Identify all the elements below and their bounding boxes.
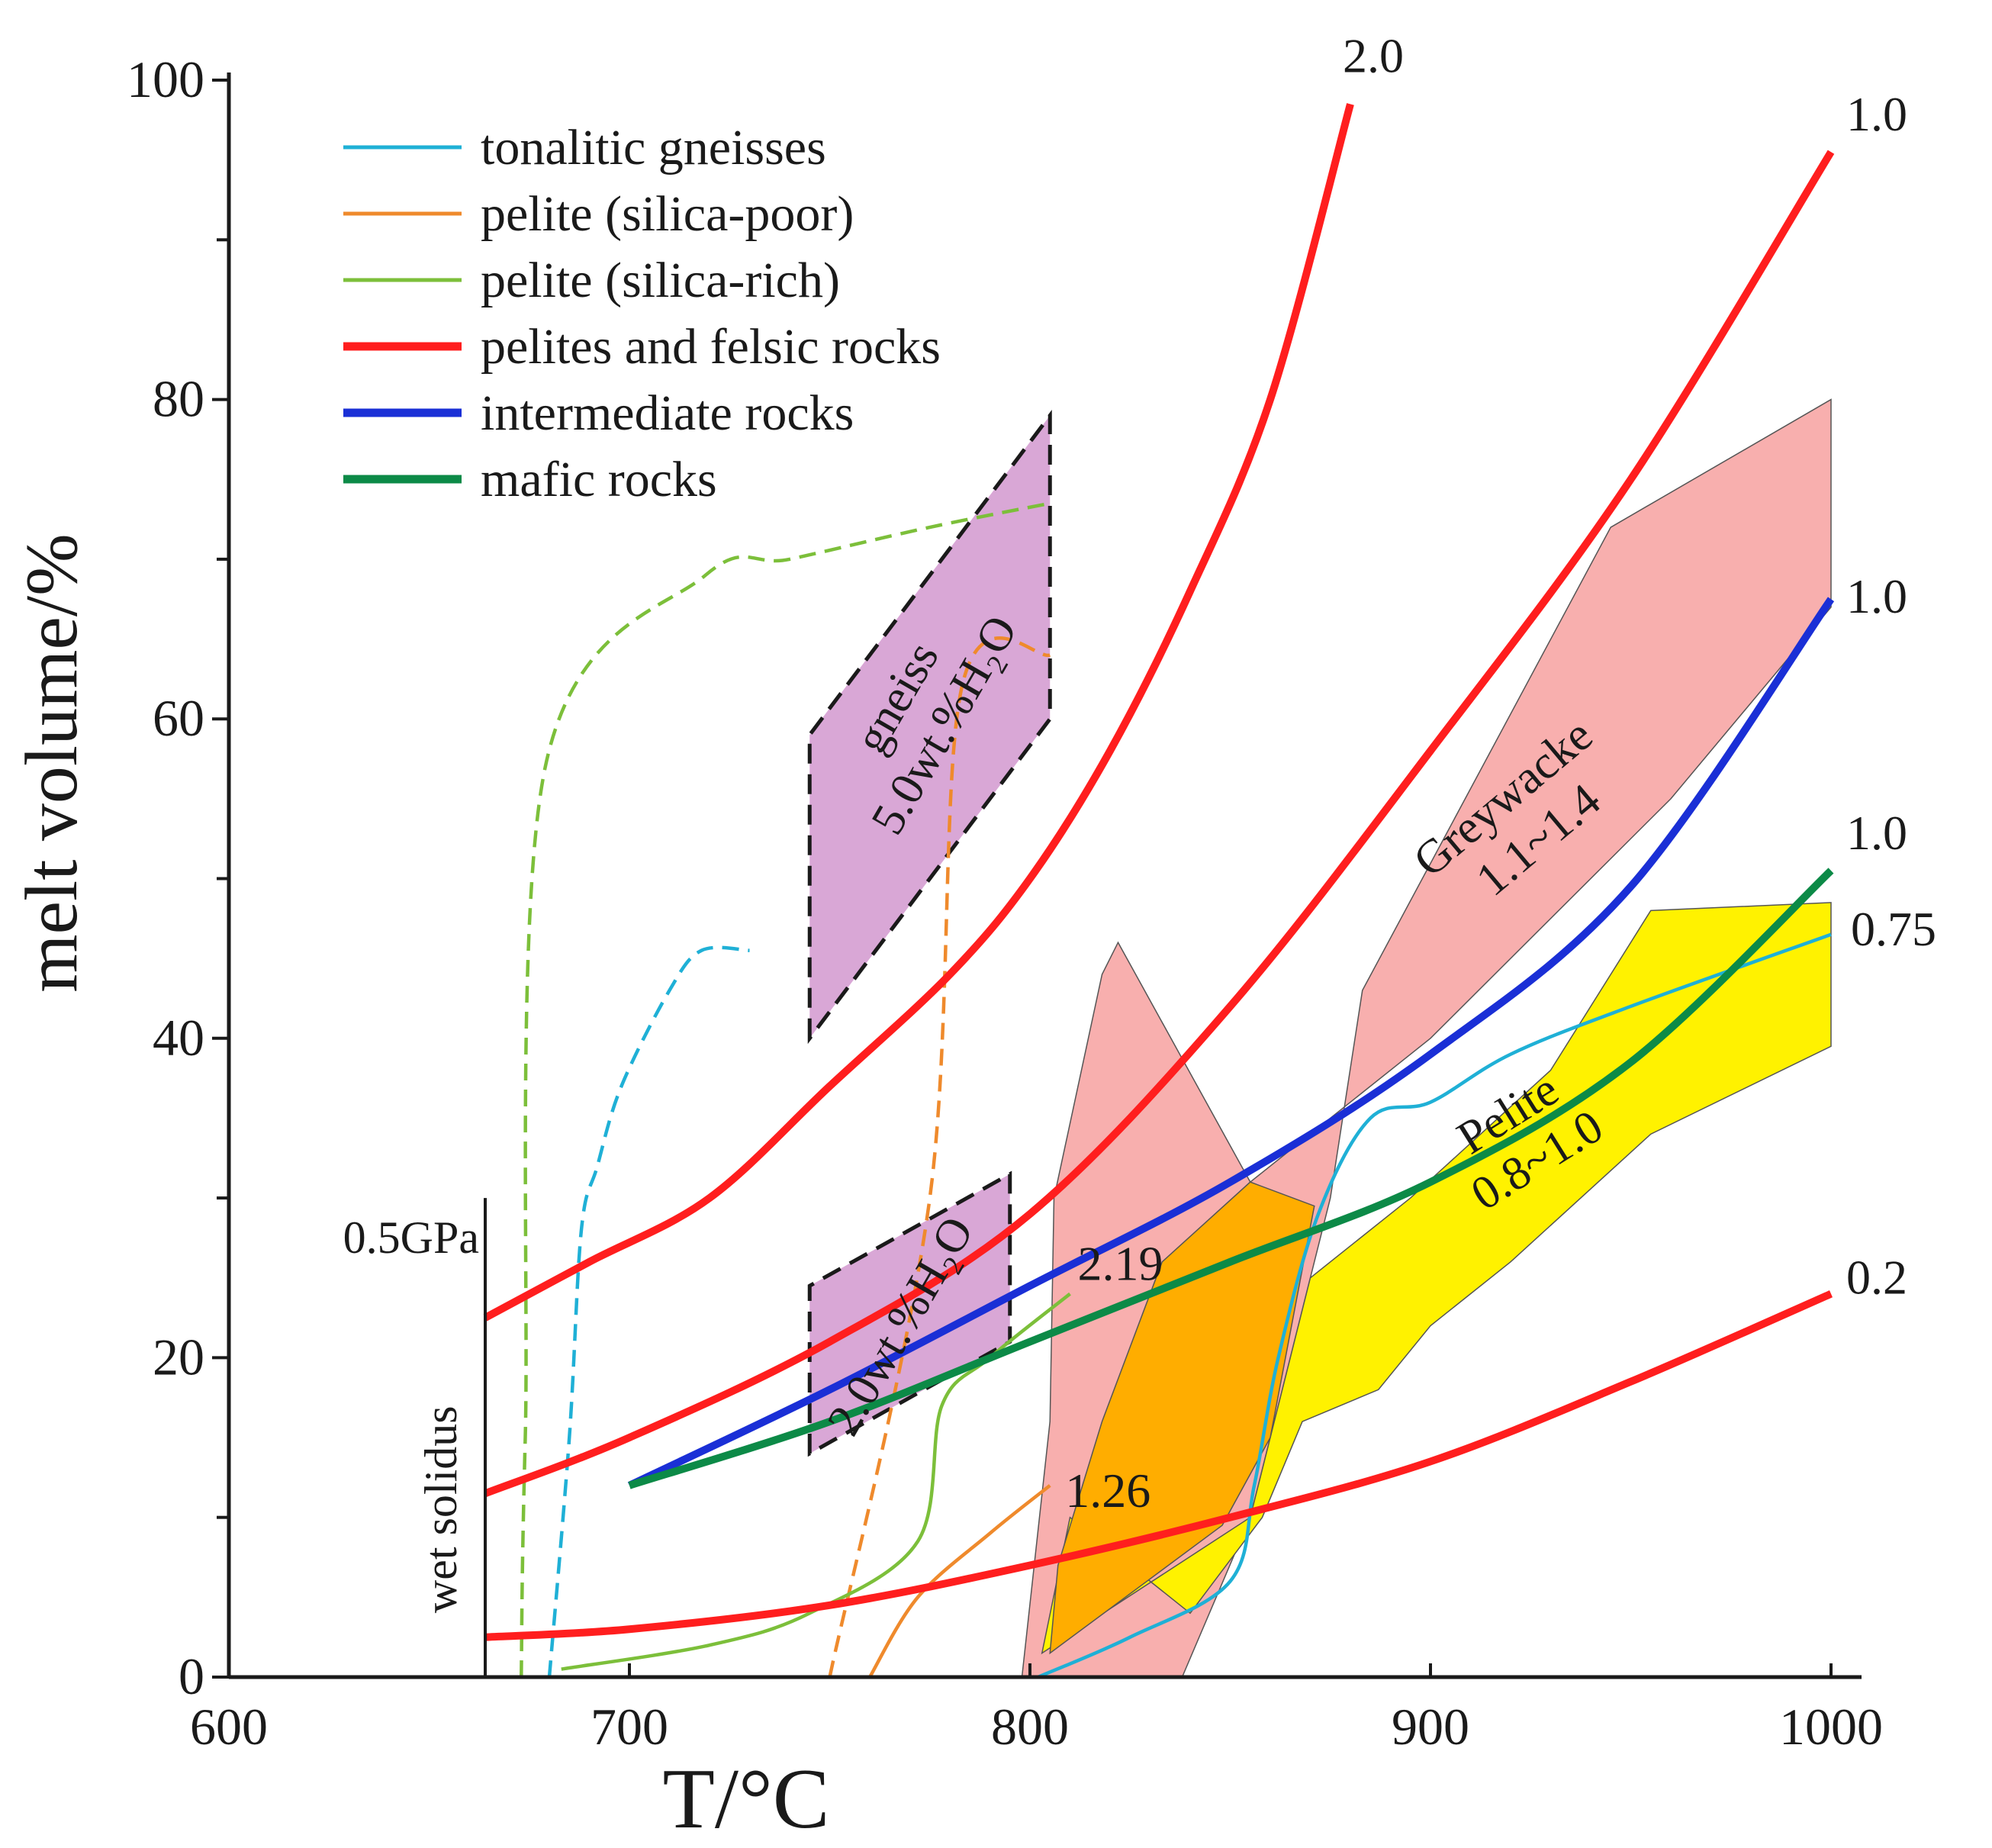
legend-label-0: tonalitic gneisses — [481, 120, 826, 175]
legend-label-2: pelite (silica-rich) — [481, 253, 840, 308]
y-tick-label-80: 80 — [153, 370, 204, 428]
y-axis-label: melt volume/% — [11, 533, 93, 993]
annotation-1-0-3: 1.0 — [1846, 806, 1907, 860]
pressure-label: 0.5GPa — [343, 1212, 479, 1263]
annotation-2-19-6: 2.19 — [1078, 1237, 1163, 1291]
y-tick-label-20: 20 — [153, 1328, 204, 1386]
x-tick-label-800: 800 — [991, 1698, 1069, 1756]
gneiss-5wt-region — [807, 410, 1052, 1045]
y-tick-label-0: 0 — [179, 1647, 204, 1705]
pelite-region — [1041, 902, 1832, 1655]
series-tonalitic-gneisses-1 — [1037, 932, 1832, 1679]
x-axis-label: T/°C — [662, 1752, 829, 1846]
series-pelite-silica-poor-2 — [828, 636, 1051, 1678]
annotation-1-0-1: 1.0 — [1846, 87, 1907, 141]
wet-solidus-label: wet solidus — [416, 1405, 466, 1613]
wet-solidus-layer: 0.5GPa wet solidus — [343, 1198, 487, 1677]
annotation-1-0-2: 1.0 — [1846, 569, 1907, 623]
legend-label-5: mafic rocks — [481, 452, 717, 507]
x-tick-label-600: 600 — [190, 1698, 268, 1756]
y-tick-label-100: 100 — [127, 50, 204, 108]
legend-label-1: pelite (silica-poor) — [481, 186, 854, 242]
annotation-0-75-4: 0.75 — [1851, 902, 1936, 956]
series-pelites-and-felsic-rocks-8 — [484, 1290, 1833, 1641]
y-tick-label-60: 60 — [153, 689, 204, 747]
y-tick-label-40: 40 — [153, 1009, 204, 1067]
series-pelites-and-felsic-rocks-7 — [484, 150, 1835, 1497]
legend-label-3: pelites and felsic rocks — [481, 319, 941, 375]
series-layer — [483, 103, 1835, 1679]
annotation-1-26-7: 1.26 — [1065, 1463, 1150, 1518]
overlap-region — [1049, 1181, 1315, 1655]
annotation-2-0-0: 2.0 — [1343, 28, 1404, 82]
series-pelites-and-felsic-rocks-6 — [483, 103, 1354, 1322]
legend: tonalitic gneisses pelite (silica-poor) pe… — [343, 120, 941, 507]
regions-layer — [807, 398, 1832, 1678]
series-tonalitic-gneisses-0 — [547, 945, 750, 1678]
x-tick-label-700: 700 — [591, 1698, 668, 1756]
x-tick-label-1000: 1000 — [1779, 1698, 1883, 1756]
axes-layer: 600 700 800 900 1000 0 20 40 60 80 100 — [127, 50, 1883, 1756]
series-intermediate-rocks-9 — [627, 597, 1835, 1489]
series-mafic-rocks-10 — [628, 868, 1834, 1489]
series-pelite-silica-rich-4 — [520, 501, 1051, 1678]
annotation-0-2-5: 0.2 — [1846, 1251, 1907, 1305]
series-pelite-silica-poor-3 — [868, 1484, 1051, 1679]
x-tick-label-900: 900 — [1392, 1698, 1469, 1756]
legend-label-4: intermediate rocks — [481, 385, 854, 441]
